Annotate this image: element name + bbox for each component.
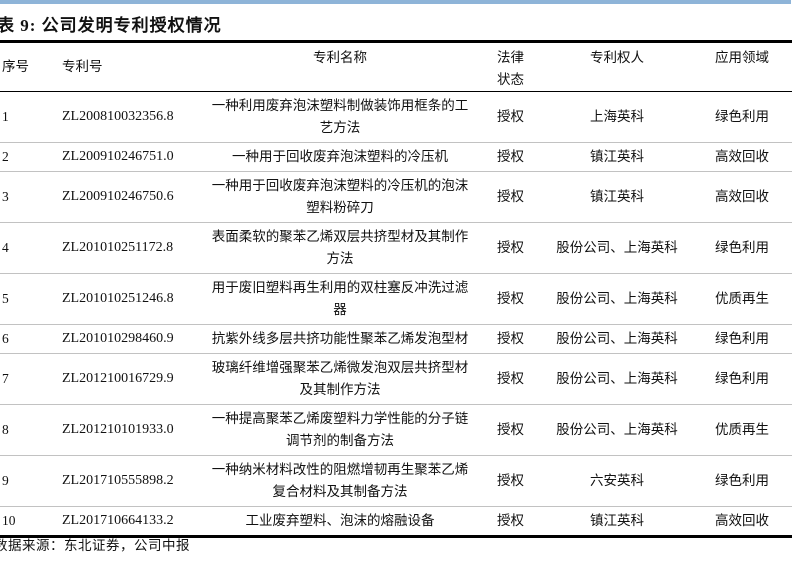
cell-patent-holder: 股份公司、上海英科 bbox=[542, 273, 692, 325]
cell-patent-number: ZL200910246750.6 bbox=[50, 171, 190, 223]
cell-patent-name: 一种用于回收废弃泡沫塑料的冷压机的泡沫塑料粉碎刀 bbox=[190, 171, 490, 223]
cell-patent-number: ZL200810032356.8 bbox=[62, 109, 174, 124]
table-row: 3 ZL200910246750.6 一种用于回收废弃泡沫塑料的冷压机的泡沫塑料粉碎… bbox=[0, 171, 792, 223]
cell-serial-number: 3 bbox=[0, 171, 50, 223]
cell-patent-name: 玻璃纤维增强聚苯乙烯微发泡双层共挤型材及其制作方法 bbox=[190, 353, 490, 405]
cell-patent-number: ZL201010251172.8 bbox=[50, 222, 190, 274]
cell-serial-number: 7 bbox=[0, 353, 50, 405]
patent-table-header: 序号 专利号 专利名称 法律状态 专利权人 应用领域 bbox=[0, 41, 792, 92]
cell-application-field: 绿色利用 bbox=[692, 324, 792, 354]
patent-table-body: 1 ZL200810032356.8 一种利用废弃泡沫塑料制做装饰用框条的工艺方法授… bbox=[0, 92, 792, 537]
cell-serial-number: 8 bbox=[0, 404, 50, 456]
cell-legal-status: 授权 bbox=[490, 404, 542, 456]
cell-legal-status: 授权 bbox=[490, 222, 542, 274]
cell-legal-status: 授权 bbox=[490, 353, 542, 405]
cell-application-field: 绿色利用 bbox=[715, 109, 769, 124]
cell-patent-holder: 镇江英科 bbox=[542, 142, 692, 172]
cell-legal-status: 授权 bbox=[490, 171, 542, 223]
cell-patent-number: ZL201710555898.2 bbox=[50, 455, 190, 507]
cell-legal-status: 授权 bbox=[490, 142, 542, 172]
cell-application-field: 优质再生 bbox=[692, 273, 792, 325]
cell-application-field: 绿色利用 bbox=[692, 222, 792, 274]
table-row: 6 ZL201010298460.9 抗紫外线多层共挤功能性聚苯乙烯发泡型材 授权 股份… bbox=[0, 324, 792, 354]
header-patent-holder: 专利权人 bbox=[542, 41, 692, 92]
cell-serial-number: 10 bbox=[0, 506, 50, 537]
cell-patent-name: 表面柔软的聚苯乙烯双层共挤型材及其制作方法 bbox=[190, 222, 490, 274]
cell-patent-holder: 股份公司、上海英科 bbox=[542, 222, 692, 274]
cell-patent-name: 工业废弃塑料、泡沫的熔融设备 bbox=[190, 506, 490, 537]
cell-application-field: 绿色利用 bbox=[692, 455, 792, 507]
cell-patent-name: 一种纳米材料改性的阻燃增韧再生聚苯乙烯复合材料及其制备方法 bbox=[190, 455, 490, 507]
cell-patent-number: ZL201010298460.9 bbox=[50, 324, 190, 354]
header-application-field: 应用领域 bbox=[692, 41, 792, 92]
cell-patent-name: 一种用于回收废弃泡沫塑料的冷压机 bbox=[190, 142, 490, 172]
cell-patent-name: 一种利用废弃泡沫塑料制做装饰用框条的工艺方法 bbox=[211, 98, 469, 135]
cell-legal-status: 授权 bbox=[490, 455, 542, 507]
cell-patent-holder: 股份公司、上海英科 bbox=[542, 353, 692, 405]
table-row: 8 ZL201210101933.0 一种提高聚苯乙烯废塑料力学性能的分子链调节剂的… bbox=[0, 404, 792, 456]
cell-application-field: 高效回收 bbox=[692, 171, 792, 223]
cell-patent-number: ZL201010251246.8 bbox=[50, 273, 190, 325]
table-row: 10 ZL201710664133.2 工业废弃塑料、泡沫的熔融设备 授权 镇江英科 高效… bbox=[0, 506, 792, 537]
patent-table: 序号 专利号 专利名称 法律状态 专利权人 应用领域 1 ZL2008100323… bbox=[0, 40, 792, 538]
header-legal-status: 法律状态 bbox=[490, 41, 542, 92]
table-row: 9 ZL201710555898.2 一种纳米材料改性的阻燃增韧再生聚苯乙烯复合材料… bbox=[0, 455, 792, 507]
cell-patent-holder: 上海英科 bbox=[590, 109, 644, 124]
cell-legal-status: 授权 bbox=[490, 506, 542, 537]
table-row: 1 ZL200810032356.8 一种利用废弃泡沫塑料制做装饰用框条的工艺方法 授… bbox=[0, 92, 792, 143]
cell-patent-number: ZL201710664133.2 bbox=[50, 506, 190, 537]
cell-legal-status: 授权 bbox=[490, 273, 542, 325]
cell-patent-holder: 股份公司、上海英科 bbox=[542, 404, 692, 456]
cell-legal-status: 授权 bbox=[490, 324, 542, 354]
header-patent-number: 专利号 bbox=[50, 41, 190, 92]
cell-patent-name: 用于废旧塑料再生利用的双柱塞反冲洗过滤器 bbox=[190, 273, 490, 325]
cell-serial-number: 4 bbox=[0, 222, 50, 274]
cell-serial-number: 9 bbox=[0, 455, 50, 507]
cell-serial-number: 2 bbox=[0, 142, 50, 172]
cell-patent-holder: 镇江英科 bbox=[542, 171, 692, 223]
table-row: 4 ZL201010251172.8 表面柔软的聚苯乙烯双层共挤型材及其制作方法 授权… bbox=[0, 222, 792, 274]
cell-patent-name: 抗紫外线多层共挤功能性聚苯乙烯发泡型材 bbox=[190, 324, 490, 354]
table-title: 表 9: 公司发明专利授权情况 bbox=[0, 16, 222, 35]
cell-application-field: 优质再生 bbox=[692, 404, 792, 456]
cell-legal-status: 授权 bbox=[497, 109, 524, 124]
cell-patent-number: ZL201210016729.9 bbox=[50, 353, 190, 405]
cell-patent-name: 一种提高聚苯乙烯废塑料力学性能的分子链调节剂的制备方法 bbox=[190, 404, 490, 456]
cell-patent-number: ZL200910246751.0 bbox=[50, 142, 190, 172]
cell-patent-holder: 镇江英科 bbox=[542, 506, 692, 537]
cell-application-field: 绿色利用 bbox=[692, 353, 792, 405]
header-patent-name: 专利名称 bbox=[190, 41, 490, 92]
cell-patent-number: ZL201210101933.0 bbox=[50, 404, 190, 456]
cell-patent-holder: 股份公司、上海英科 bbox=[542, 324, 692, 354]
cell-patent-holder: 六安英科 bbox=[542, 455, 692, 507]
header-row: 序号 专利号 专利名称 法律状态 专利权人 应用领域 bbox=[0, 41, 792, 92]
cell-application-field: 高效回收 bbox=[692, 506, 792, 537]
table-row: 7 ZL201210016729.9 玻璃纤维增强聚苯乙烯微发泡双层共挤型材及其制作… bbox=[0, 353, 792, 405]
table-row: 2 ZL200910246751.0 一种用于回收废弃泡沫塑料的冷压机 授权 镇江英科高… bbox=[0, 142, 792, 172]
table-row: 5 ZL201010251246.8 用于废旧塑料再生利用的双柱塞反冲洗过滤器 授权股… bbox=[0, 273, 792, 325]
cell-serial-number: 1 bbox=[2, 109, 9, 124]
cell-application-field: 高效回收 bbox=[692, 142, 792, 172]
cell-serial-number: 5 bbox=[0, 273, 50, 325]
cell-serial-number: 6 bbox=[0, 324, 50, 354]
data-source-note: 数据来源：东北证券，公司中报 bbox=[0, 538, 190, 553]
top-accent-bar bbox=[0, 0, 791, 4]
header-serial-number: 序号 bbox=[0, 41, 50, 92]
